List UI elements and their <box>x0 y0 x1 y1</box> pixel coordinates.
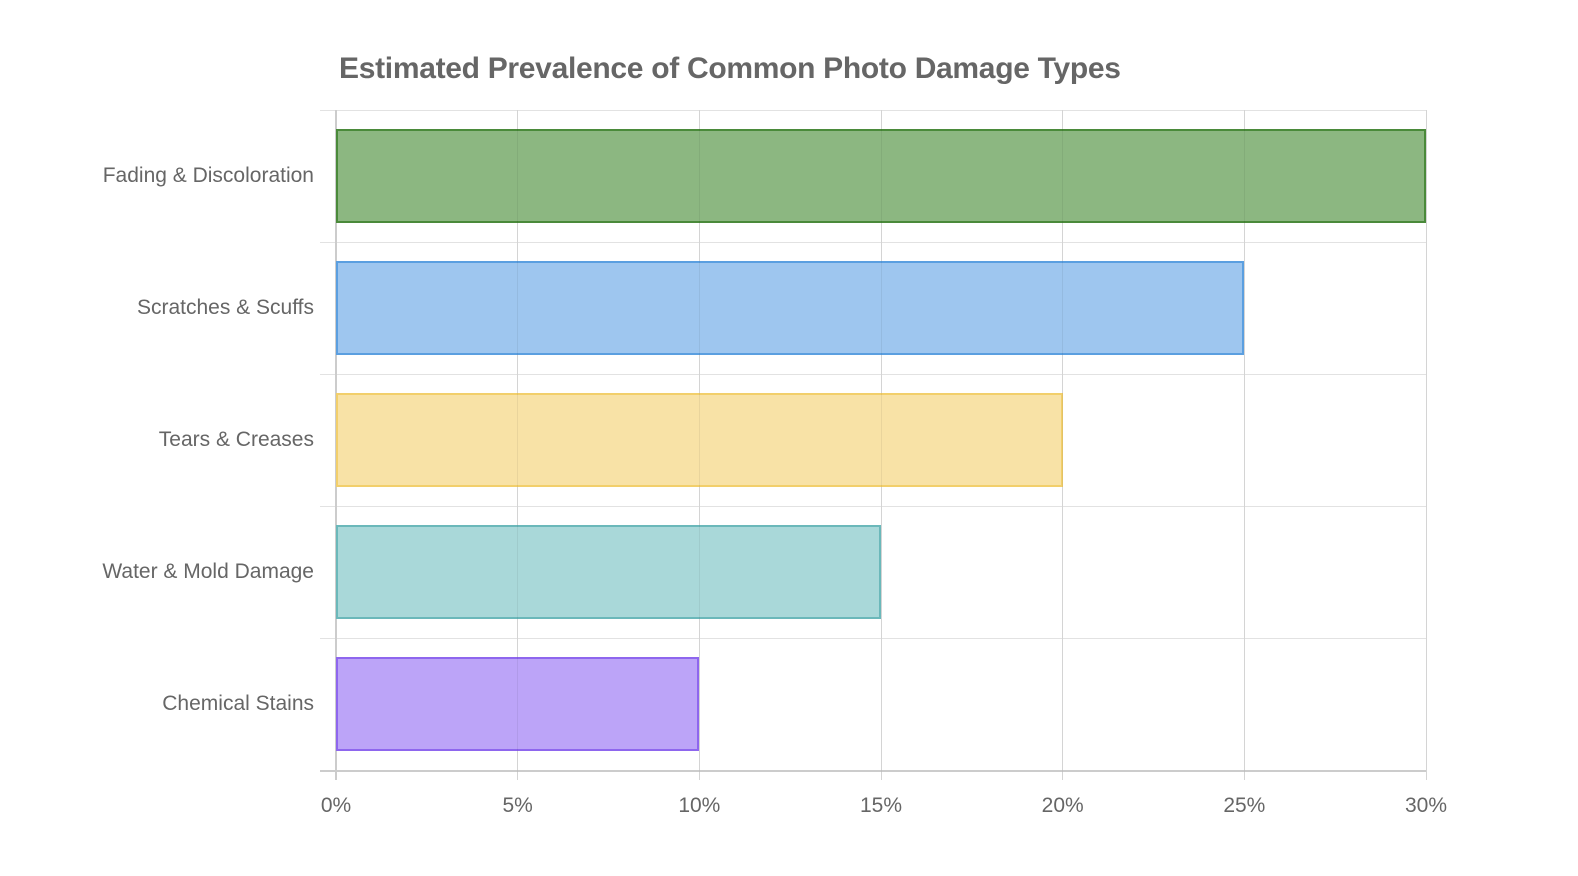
y-category-label: Fading & Discoloration <box>102 164 314 187</box>
chart-title: Estimated Prevalence of Common Photo Dam… <box>339 52 1121 85</box>
category-separator <box>320 374 1426 375</box>
x-gridline <box>1062 110 1064 780</box>
x-axis-line <box>320 770 1426 772</box>
y-category-label: Water & Mold Damage <box>102 560 314 583</box>
bar[interactable] <box>336 525 881 619</box>
y-category-label: Chemical Stains <box>162 692 314 715</box>
x-tick-label: 25% <box>1223 794 1266 817</box>
x-tick-label: 15% <box>859 794 903 817</box>
y-category-label: Scratches & Scuffs <box>136 296 314 319</box>
x-gridline-overlay <box>517 110 519 780</box>
x-gridline-overlay <box>1062 110 1064 780</box>
category-separator <box>320 638 1426 639</box>
category-separator <box>320 242 1426 243</box>
bar[interactable] <box>336 657 700 751</box>
x-gridline-overlay <box>698 110 700 780</box>
x-tick-label: 20% <box>1041 794 1084 817</box>
x-gridline-overlay <box>1243 110 1245 780</box>
x-gridline-overlay <box>880 110 882 780</box>
bar[interactable] <box>336 129 1426 223</box>
bar[interactable] <box>336 261 1245 355</box>
bar[interactable] <box>336 393 1063 487</box>
plot-area <box>320 110 1427 780</box>
x-tick-label: 10% <box>678 794 721 817</box>
x-tick-label: 0% <box>320 794 352 817</box>
x-tick-label: 5% <box>502 794 533 817</box>
x-gridline <box>1243 110 1245 780</box>
category-separator <box>320 110 1426 111</box>
category-separator <box>320 506 1426 507</box>
y-category-label: Tears & Creases <box>158 428 314 451</box>
x-gridline <box>1425 110 1427 780</box>
x-gridline-overlay <box>1425 110 1427 780</box>
x-tick-label: 30% <box>1404 794 1448 817</box>
